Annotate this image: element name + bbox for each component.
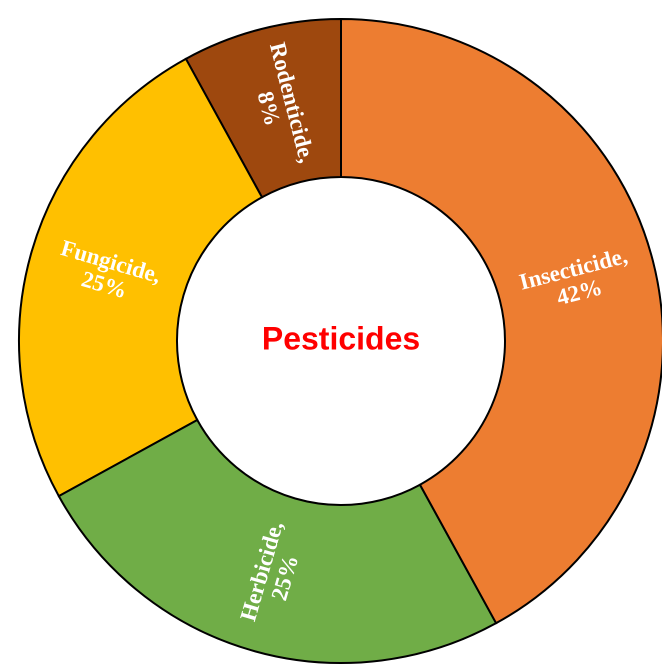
donut-segment [340,17,662,625]
center-label: Pesticides [262,320,420,356]
donut-segment [57,418,498,664]
donut-segment [18,57,264,498]
